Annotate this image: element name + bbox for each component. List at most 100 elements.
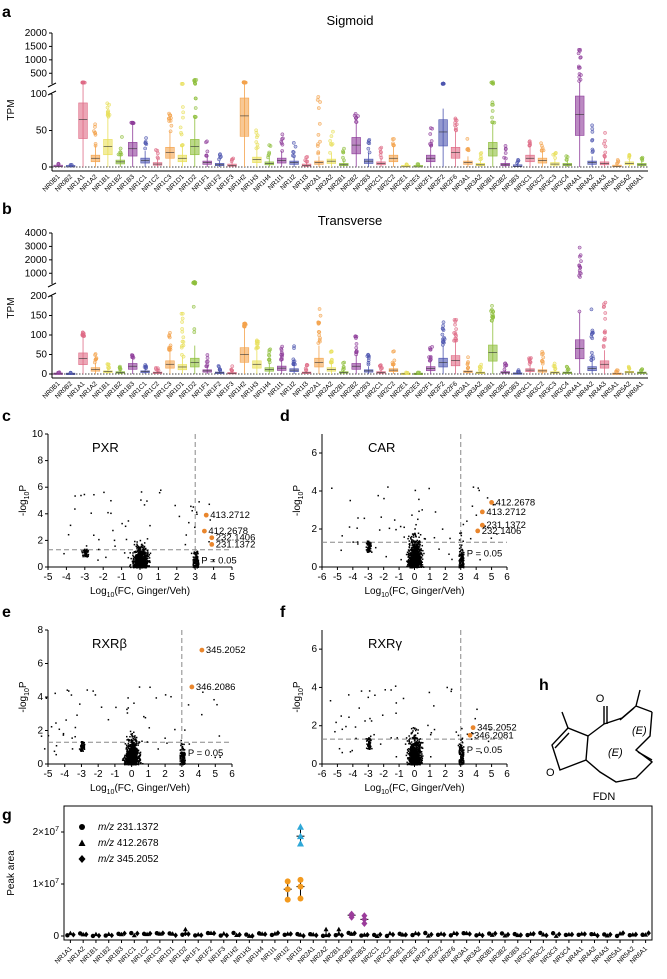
outlier-point: [318, 100, 322, 104]
scatter-point: [341, 751, 344, 754]
scatter-point: [413, 749, 416, 751]
scatter-point: [421, 561, 423, 564]
scatter-point: [399, 525, 402, 528]
scatter-point: [408, 763, 411, 766]
x-tick-label: 1: [146, 769, 152, 780]
scatter-point: [413, 751, 416, 754]
scatter-point: [82, 745, 84, 748]
scatter-point: [84, 553, 87, 555]
y-tick-label: 100: [30, 89, 47, 100]
scatter-point: [417, 758, 419, 761]
outlier-point: [529, 356, 533, 360]
outlier-point: [105, 105, 110, 110]
scatter-point: [127, 707, 130, 709]
scatter-point: [409, 554, 412, 556]
box-nr1i3: [301, 155, 312, 167]
scatter-point: [367, 551, 370, 553]
scatter-point: [138, 756, 140, 758]
scatter-point: [81, 551, 84, 554]
scatter-point: [126, 735, 128, 738]
panel-letter-e: e: [2, 604, 11, 621]
scatter-point: [413, 740, 416, 742]
outlier-point: [354, 342, 359, 346]
outlier-point: [430, 345, 435, 349]
box-iqr: [488, 142, 498, 157]
x-tick-label: 5: [489, 572, 495, 583]
outlier-point: [454, 128, 459, 133]
scatter-point: [125, 538, 128, 541]
box-nr1a1: [78, 80, 88, 167]
scatter-point: [412, 746, 415, 749]
highlight-label: 232.1406: [482, 526, 522, 537]
scatter-point: [131, 560, 134, 563]
scatter-point: [130, 744, 132, 747]
scatter-point: [411, 731, 414, 734]
scatter-point: [408, 762, 411, 765]
scatter-point: [146, 741, 149, 743]
outlier-point: [528, 360, 533, 365]
scatter-point: [416, 539, 418, 542]
outlier-point: [640, 158, 645, 163]
scatter-point: [137, 760, 139, 762]
scatter-point: [180, 751, 182, 754]
outlier-point: [304, 368, 309, 372]
scatter-point: [131, 762, 134, 764]
scatter-point: [415, 523, 417, 526]
scatter-point: [365, 546, 368, 548]
outlier-point: [342, 146, 346, 151]
scatter-point: [411, 563, 414, 566]
box-nr1i1: [277, 132, 287, 167]
outlier-point: [578, 55, 583, 60]
scatter-point: [462, 540, 464, 542]
scatter-point: [416, 559, 418, 562]
scatter-point: [134, 540, 136, 543]
outlier-point: [367, 150, 372, 155]
scatter-point: [411, 539, 414, 541]
outlier-point: [454, 333, 459, 338]
outlier-point: [317, 333, 322, 338]
box-iqr: [450, 146, 461, 159]
scatter-point: [141, 544, 144, 547]
scatter-point: [86, 550, 89, 553]
scatter-point: [460, 558, 462, 561]
scatter-point: [367, 543, 370, 545]
scatter-point: [407, 753, 410, 755]
box-nr3a2: [475, 362, 486, 374]
scatter-point: [180, 755, 183, 757]
outlier-point: [477, 367, 482, 372]
scatter-point: [409, 763, 411, 765]
outlier-point: [639, 368, 644, 373]
scatter-point: [138, 742, 140, 744]
scatter-point: [123, 759, 126, 761]
box-nr1d2: [190, 78, 200, 167]
outlier-point: [428, 354, 433, 359]
outlier-point: [193, 96, 198, 101]
scatter-point: [123, 756, 126, 758]
scatter-point: [368, 549, 371, 551]
scatter-point: [365, 549, 368, 551]
outlier-point: [205, 363, 210, 367]
scatter-point: [459, 553, 461, 555]
scatter-point: [421, 747, 424, 750]
outlier-point: [266, 353, 271, 357]
scatter-point: [139, 551, 141, 554]
scatter-point: [128, 749, 131, 752]
outlier-point: [130, 355, 134, 360]
scatter-point: [411, 744, 413, 747]
scatter-point: [419, 747, 421, 750]
scatter-point: [412, 748, 414, 751]
scatter-point: [125, 763, 128, 766]
scatter-point: [133, 731, 135, 734]
scatter-point: [134, 557, 137, 559]
scatter-point: [411, 547, 414, 549]
scatter-point: [417, 555, 420, 558]
outlier-point: [180, 327, 184, 331]
box-nr1b3: [128, 353, 138, 374]
box-nr5a2: [624, 364, 635, 374]
outlier-point: [454, 317, 459, 322]
scatter-point: [417, 546, 419, 548]
scatter-point: [143, 561, 145, 563]
scatter-point: [416, 542, 419, 544]
scatter-point: [420, 746, 422, 749]
scatter-point: [80, 746, 82, 748]
